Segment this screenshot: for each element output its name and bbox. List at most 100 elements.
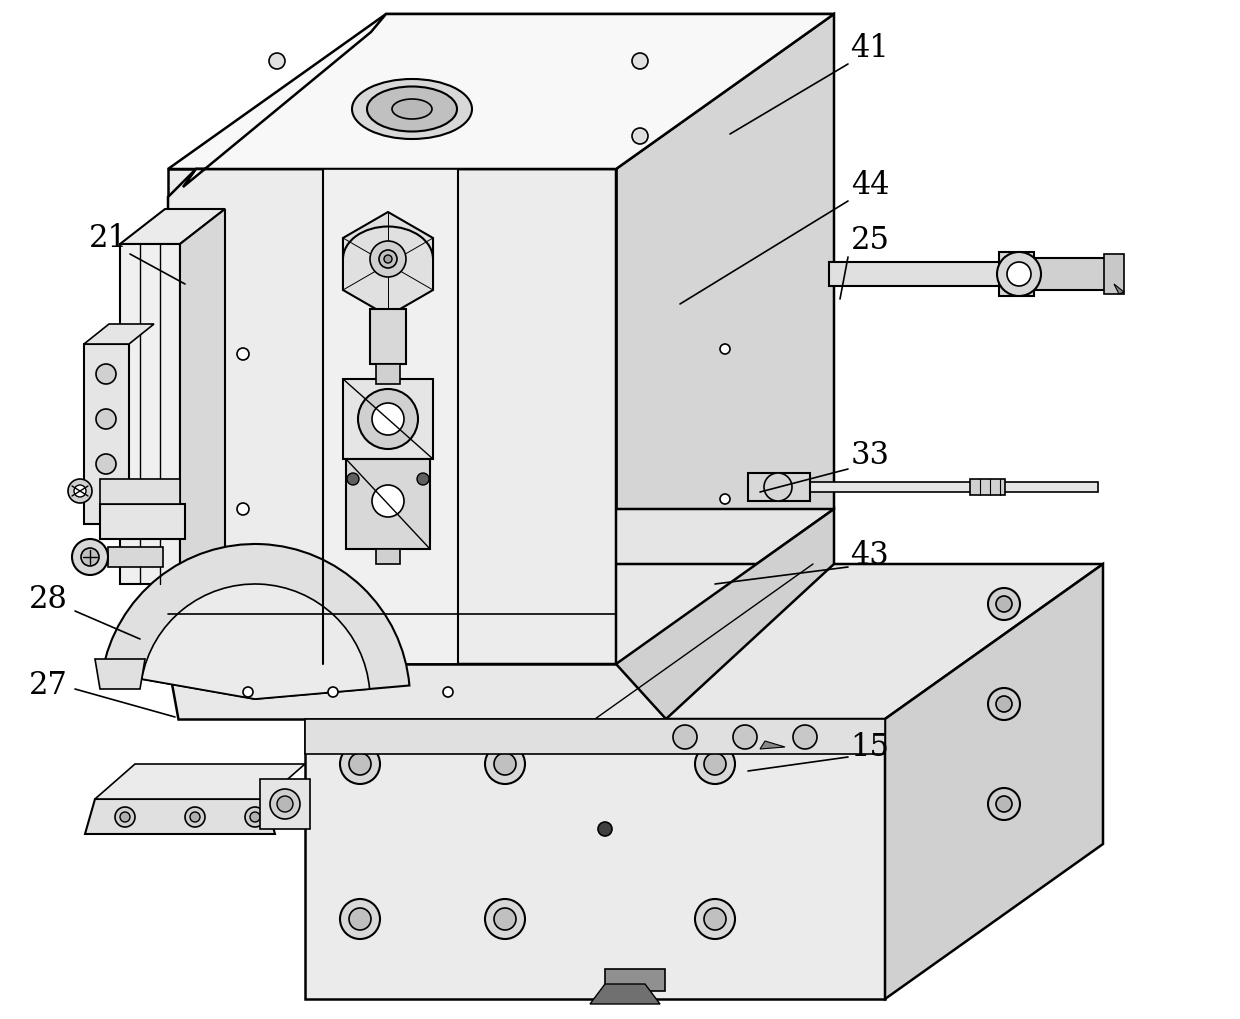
Text: 15: 15 bbox=[851, 732, 889, 763]
Bar bbox=[999, 253, 1034, 297]
Bar bbox=[370, 310, 405, 365]
Circle shape bbox=[250, 812, 260, 822]
Circle shape bbox=[485, 899, 525, 940]
Bar bbox=[376, 549, 401, 565]
Wedge shape bbox=[103, 544, 409, 699]
Polygon shape bbox=[84, 325, 154, 344]
Circle shape bbox=[373, 405, 403, 434]
Circle shape bbox=[269, 54, 285, 70]
Polygon shape bbox=[95, 659, 145, 689]
Bar bbox=[376, 365, 401, 384]
Circle shape bbox=[340, 899, 379, 940]
Bar bbox=[100, 480, 180, 504]
Polygon shape bbox=[1114, 284, 1123, 294]
Bar bbox=[343, 380, 433, 460]
Circle shape bbox=[68, 480, 92, 503]
Circle shape bbox=[720, 344, 730, 355]
Circle shape bbox=[115, 807, 135, 827]
Circle shape bbox=[720, 494, 730, 504]
Text: 33: 33 bbox=[851, 439, 889, 470]
Text: 25: 25 bbox=[851, 224, 889, 255]
Polygon shape bbox=[167, 510, 835, 664]
Ellipse shape bbox=[367, 88, 458, 132]
Bar bbox=[108, 547, 162, 568]
Circle shape bbox=[340, 744, 379, 785]
Text: 44: 44 bbox=[851, 169, 889, 201]
Polygon shape bbox=[86, 799, 275, 835]
Polygon shape bbox=[184, 15, 835, 187]
Text: 21: 21 bbox=[88, 222, 128, 254]
Circle shape bbox=[996, 796, 1012, 812]
Circle shape bbox=[443, 688, 453, 697]
Circle shape bbox=[764, 474, 792, 501]
Text: 28: 28 bbox=[29, 584, 67, 614]
Wedge shape bbox=[141, 585, 370, 699]
Circle shape bbox=[120, 812, 130, 822]
Polygon shape bbox=[343, 213, 433, 317]
Circle shape bbox=[632, 128, 649, 145]
Circle shape bbox=[997, 253, 1042, 297]
Circle shape bbox=[694, 744, 735, 785]
Circle shape bbox=[95, 454, 117, 475]
Bar bbox=[120, 245, 180, 585]
Bar bbox=[830, 263, 1029, 286]
Bar bbox=[305, 719, 885, 999]
Circle shape bbox=[348, 908, 371, 930]
Bar bbox=[305, 719, 885, 754]
Bar bbox=[346, 460, 430, 549]
Circle shape bbox=[74, 485, 86, 497]
Circle shape bbox=[277, 796, 293, 812]
Circle shape bbox=[733, 726, 756, 749]
Circle shape bbox=[372, 485, 404, 518]
Circle shape bbox=[988, 688, 1021, 720]
Ellipse shape bbox=[352, 79, 472, 140]
Circle shape bbox=[370, 242, 405, 278]
Circle shape bbox=[494, 908, 516, 930]
Circle shape bbox=[270, 790, 300, 819]
Circle shape bbox=[190, 812, 200, 822]
Polygon shape bbox=[760, 741, 785, 749]
Circle shape bbox=[485, 744, 525, 785]
Circle shape bbox=[988, 789, 1021, 820]
Circle shape bbox=[358, 389, 418, 449]
Bar bbox=[748, 474, 810, 501]
Bar bbox=[970, 480, 1004, 495]
Polygon shape bbox=[167, 664, 666, 719]
Circle shape bbox=[704, 753, 725, 775]
Polygon shape bbox=[616, 510, 835, 719]
Circle shape bbox=[673, 726, 697, 749]
Circle shape bbox=[72, 539, 108, 576]
Bar bbox=[167, 170, 616, 664]
Polygon shape bbox=[180, 210, 224, 585]
Circle shape bbox=[379, 251, 397, 269]
Circle shape bbox=[372, 404, 404, 435]
Polygon shape bbox=[885, 565, 1104, 999]
Circle shape bbox=[81, 548, 99, 567]
Circle shape bbox=[794, 726, 817, 749]
Polygon shape bbox=[305, 565, 1104, 719]
Circle shape bbox=[329, 688, 339, 697]
Bar bbox=[1104, 255, 1123, 294]
Bar bbox=[84, 344, 129, 525]
Bar bbox=[808, 483, 1097, 492]
Circle shape bbox=[996, 596, 1012, 612]
Circle shape bbox=[704, 908, 725, 930]
Circle shape bbox=[694, 899, 735, 940]
Polygon shape bbox=[167, 15, 835, 170]
Bar bbox=[1034, 259, 1109, 290]
Circle shape bbox=[95, 410, 117, 430]
Circle shape bbox=[348, 753, 371, 775]
Circle shape bbox=[1007, 263, 1030, 286]
Text: 41: 41 bbox=[851, 33, 889, 63]
Circle shape bbox=[494, 753, 516, 775]
Bar bbox=[260, 780, 310, 829]
Polygon shape bbox=[590, 984, 660, 1004]
Circle shape bbox=[185, 807, 205, 827]
Circle shape bbox=[95, 365, 117, 384]
Polygon shape bbox=[616, 15, 835, 664]
Text: 43: 43 bbox=[851, 539, 889, 570]
Polygon shape bbox=[120, 210, 224, 245]
Circle shape bbox=[996, 696, 1012, 712]
Circle shape bbox=[632, 54, 649, 70]
Ellipse shape bbox=[392, 100, 432, 120]
